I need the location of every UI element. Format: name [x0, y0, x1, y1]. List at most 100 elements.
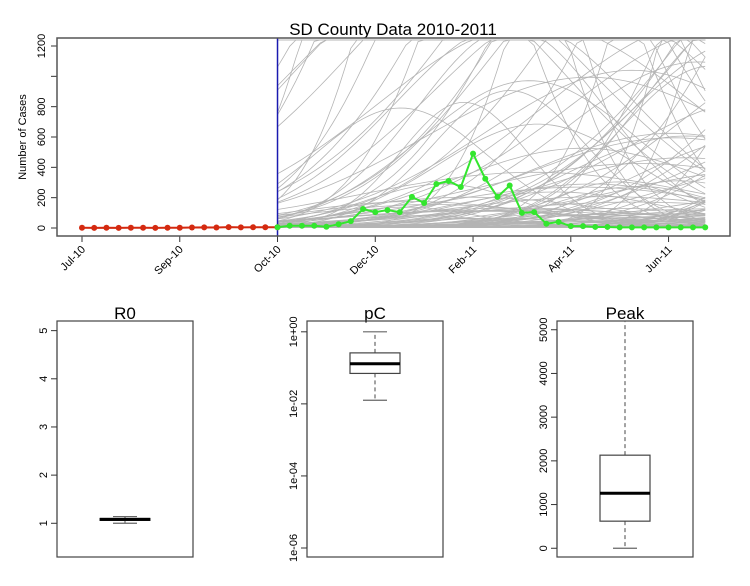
- observed-forecast-point: [336, 221, 342, 227]
- x-axis: Jul-10 Sep-10 Oct-10 Dec-10 Feb-11 Apr-11 Jun-…: [58, 236, 674, 277]
- y-tick-label: 800: [36, 97, 48, 115]
- observed-forecast-point: [543, 221, 549, 227]
- simulated-trajectory: [278, 40, 706, 227]
- x-tick-label: Sep-10: [152, 244, 186, 278]
- y-tick-label: 2: [38, 472, 50, 478]
- simulated-trajectories: [278, 40, 706, 227]
- x-tick-label: Feb-11: [447, 244, 480, 277]
- y-tick-label: 5000: [538, 317, 550, 341]
- observed-forecast-point: [641, 224, 647, 230]
- observed-forecast-point: [519, 210, 525, 216]
- observed-forecast-point: [287, 223, 293, 229]
- y-tick-label: 1e-02: [288, 390, 300, 418]
- observed-forecast-point: [409, 194, 415, 200]
- observed-fit-point: [116, 225, 122, 231]
- observed-forecast-point: [629, 224, 635, 230]
- observed-forecast-point: [678, 224, 684, 230]
- observed-fit-point: [238, 224, 244, 230]
- observed-fit-point: [213, 225, 219, 231]
- x-tick-label: Jul-10: [58, 244, 88, 274]
- x-tick-label: Apr-11: [546, 244, 577, 275]
- x-tick-label: Dec-10: [348, 244, 382, 278]
- y-tick-label: 4000: [538, 361, 550, 385]
- observed-forecast-point: [531, 209, 537, 215]
- observed-forecast-point: [507, 183, 513, 189]
- observed-forecast-point: [372, 209, 378, 215]
- simulated-trajectory: [278, 40, 706, 227]
- observed-fit-point: [226, 224, 232, 230]
- observed-forecast-point: [556, 219, 562, 225]
- main-title: SD County Data 2010-2011: [289, 20, 497, 39]
- figure: SD County Data 2010-2011 Number of Cases…: [0, 0, 750, 586]
- observed-forecast-point: [458, 184, 464, 190]
- y-tick-label: 0: [36, 225, 48, 231]
- simulated-trajectory: [278, 40, 706, 227]
- observed-forecast-point: [580, 223, 586, 229]
- simulated-trajectory: [278, 40, 706, 227]
- observed-forecast-point: [446, 178, 452, 184]
- y-tick-label: 1e-04: [288, 462, 300, 490]
- simulated-trajectory: [278, 40, 706, 227]
- panel-title: pC: [364, 304, 386, 323]
- simulated-trajectory: [278, 40, 706, 227]
- y-axis-label: Number of Cases: [17, 94, 29, 180]
- observed-fit-point: [189, 225, 195, 231]
- observed-forecast-point: [592, 224, 598, 230]
- observed-fit-point: [91, 225, 97, 231]
- peak-boxplot-panel: Peak 0 1000 2000 3000 4000 5000: [538, 304, 693, 557]
- panel-title: Peak: [606, 304, 645, 323]
- observed-forecast-point: [568, 223, 574, 229]
- y-tick-label: 5: [38, 328, 50, 334]
- y-tick-label: 1200: [36, 34, 48, 58]
- observed-forecast-point: [702, 224, 708, 230]
- observed-fit-point: [250, 224, 256, 230]
- observed-fit-point: [262, 224, 268, 230]
- observed-fit-point: [79, 225, 85, 231]
- observed-forecast-point: [604, 224, 610, 230]
- observed-forecast-point: [275, 224, 281, 230]
- y-tick-label: 2000: [538, 449, 550, 473]
- observed-forecast-point: [397, 209, 403, 215]
- observed-forecast-point: [433, 181, 439, 187]
- simulated-trajectory: [278, 40, 706, 227]
- observed-forecast-point: [617, 224, 623, 230]
- observed-forecast-point: [690, 224, 696, 230]
- observed-forecast-point: [470, 151, 476, 157]
- r0-boxplot-panel: R0 1 2 3 4 5: [38, 304, 193, 557]
- observed-forecast-point: [666, 224, 672, 230]
- y-tick-label: 3000: [538, 405, 550, 429]
- y-axis: 0 200 400 600 800 1200: [36, 34, 57, 231]
- observed-forecast-point: [311, 223, 317, 229]
- observed-forecast-point: [482, 176, 488, 182]
- y-tick-label: 4: [38, 376, 50, 382]
- observed-fit-point: [152, 225, 158, 231]
- observed-fit-point: [165, 225, 171, 231]
- simulated-trajectory: [278, 40, 706, 189]
- observed-forecast-point: [299, 223, 305, 229]
- y-tick-label: 400: [36, 158, 48, 176]
- y-tick-label: 1e+00: [288, 316, 300, 347]
- observed-forecast-point: [348, 218, 354, 224]
- observed-fit-point: [140, 225, 146, 231]
- x-tick-label: Oct-10: [252, 244, 284, 276]
- observed-forecast-point: [323, 224, 329, 230]
- y-tick-label: 3: [38, 424, 50, 430]
- simulated-trajectory: [278, 40, 706, 227]
- y-tick-label: 1: [38, 520, 50, 526]
- y-tick-label: 1000: [538, 492, 550, 516]
- y-tick-label: 1e-06: [288, 534, 300, 562]
- observed-fit-point: [128, 225, 134, 231]
- simulated-trajectory: [278, 40, 706, 227]
- observed-forecast-point: [421, 200, 427, 206]
- cases-time-series-plot: SD County Data 2010-2011 Number of Cases…: [17, 20, 730, 277]
- y-tick-label: 600: [36, 128, 48, 146]
- observed-fit-point: [201, 224, 207, 230]
- panel-title: R0: [114, 304, 136, 323]
- observed-fit-point: [177, 225, 183, 231]
- y-tick-label: 200: [36, 188, 48, 206]
- observed-forecast-point: [653, 224, 659, 230]
- y-tick-label: 0: [538, 545, 550, 551]
- observed-forecast-point: [494, 194, 500, 200]
- observed-forecast-point: [385, 207, 391, 213]
- x-tick-label: Jun-11: [643, 244, 675, 276]
